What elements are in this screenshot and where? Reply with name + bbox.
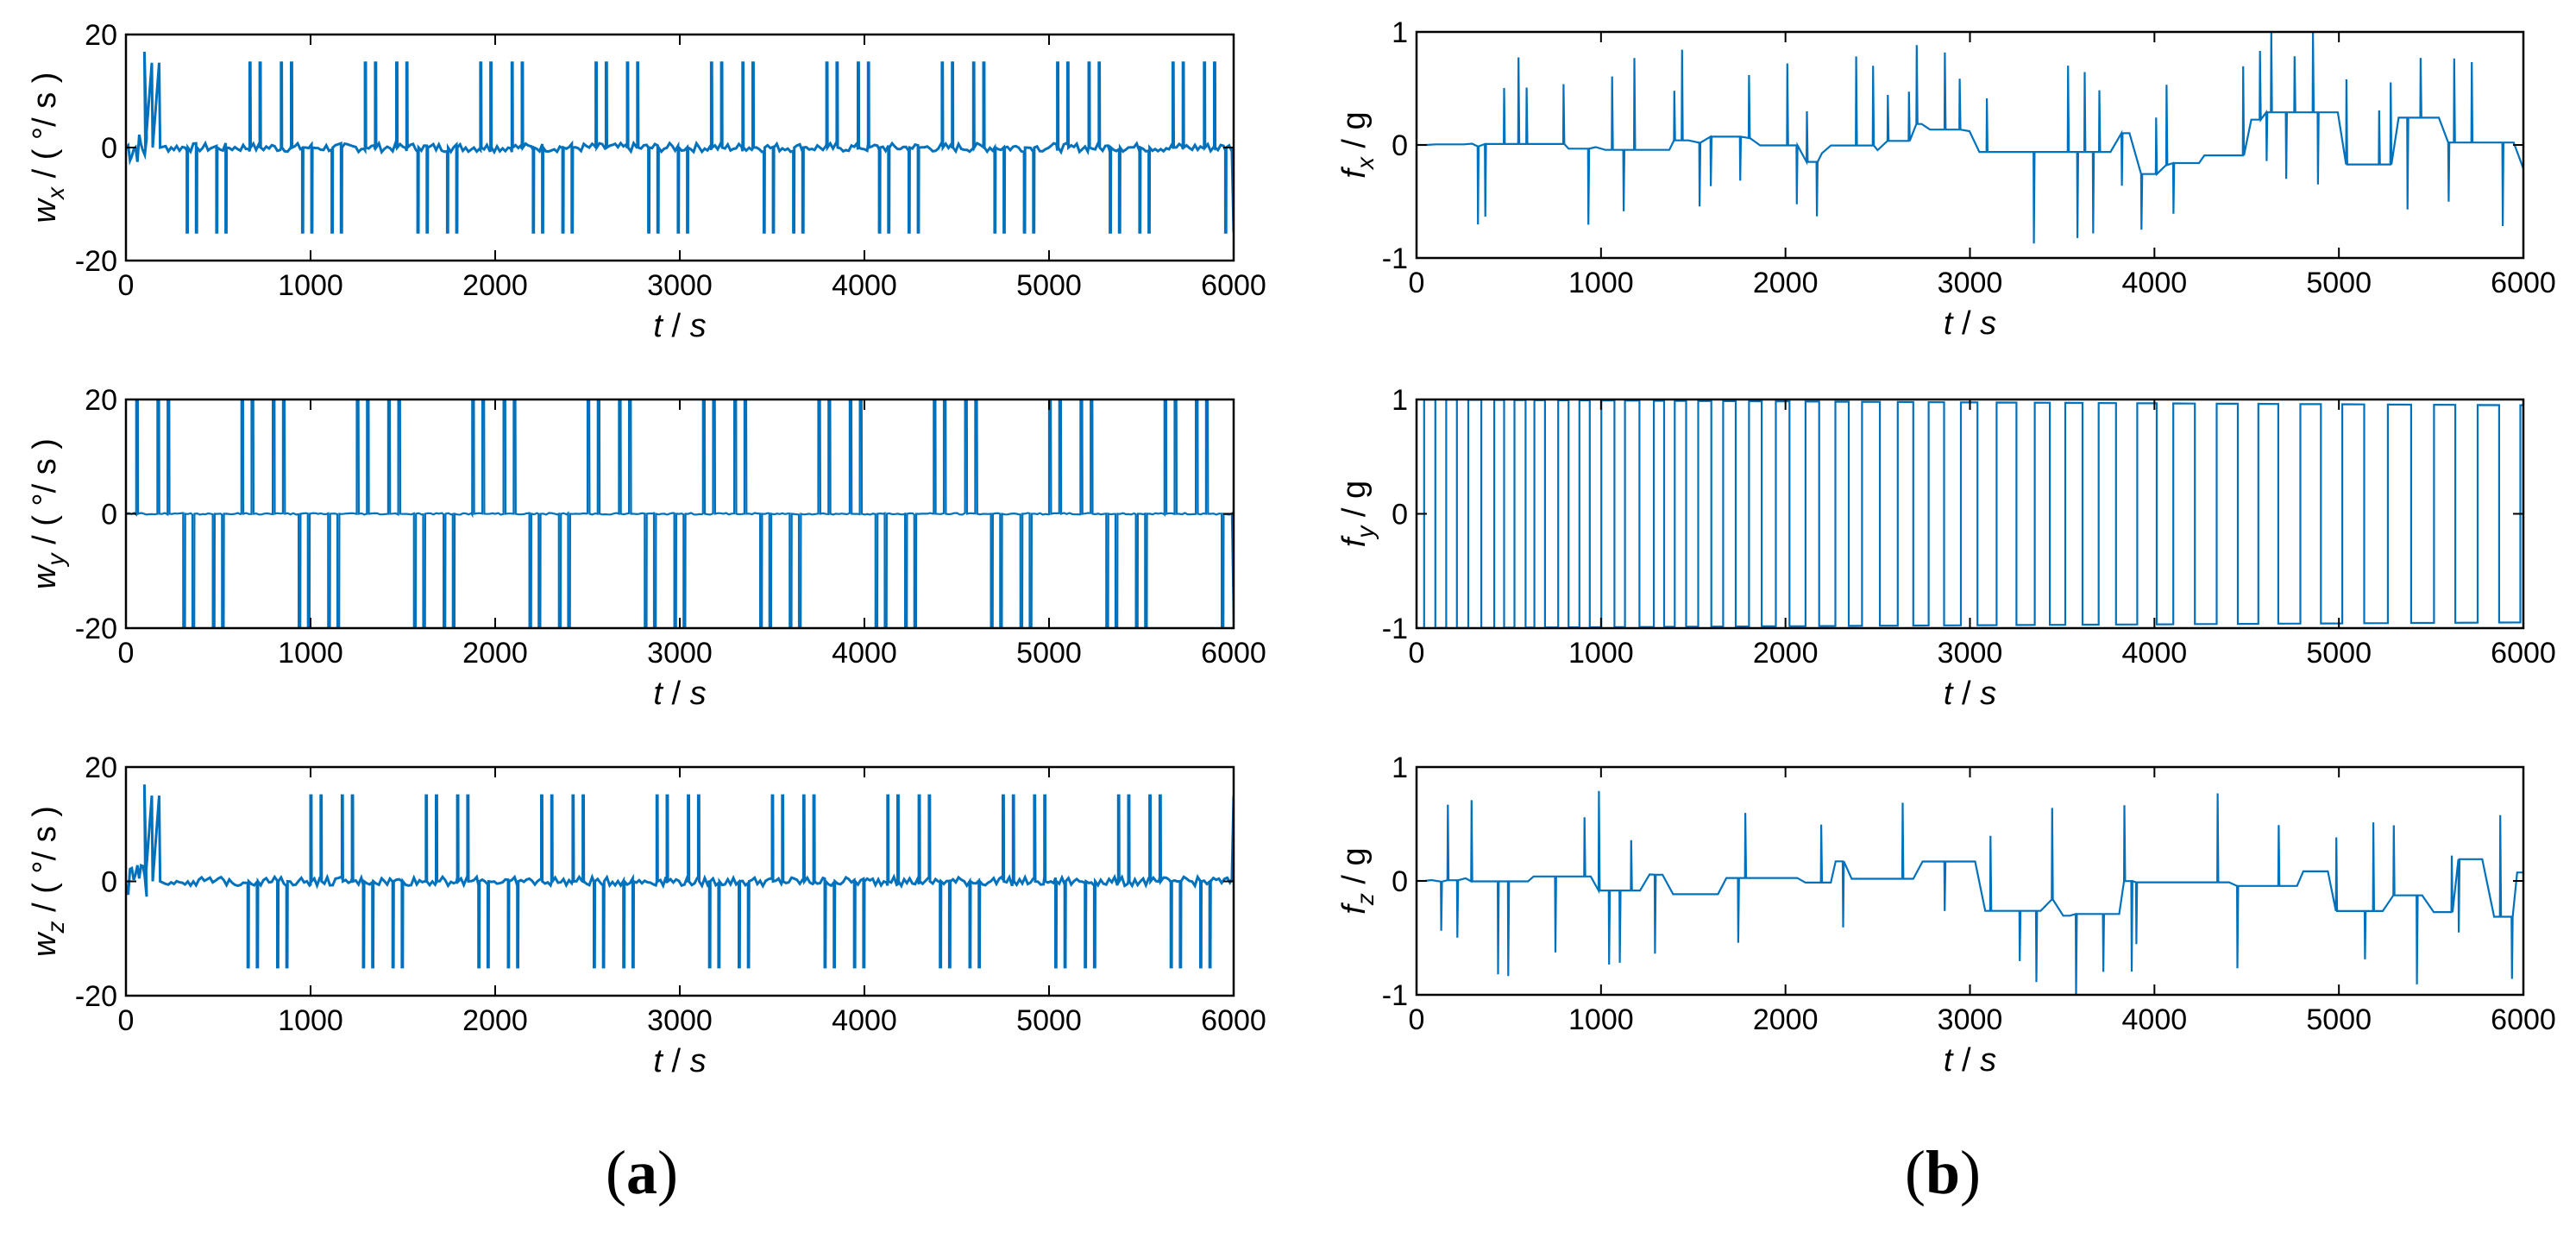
y-tick-label-wx: -20 (75, 245, 117, 278)
x-tick-label-fz: 5000 (2306, 1003, 2372, 1036)
axes-frame-fz (1415, 765, 2525, 997)
y-tick-label-wy: -20 (75, 613, 117, 645)
y-tick-label-fz: 1 (1392, 752, 1408, 784)
y-tick-label-fz: 0 (1392, 865, 1408, 898)
x-tick-label-wy: 2000 (462, 637, 528, 670)
x-tick-label-wx: 1000 (278, 269, 343, 302)
x-tick-label-wz: 2000 (462, 1004, 528, 1037)
x-tick-label-fz: 0 (1409, 1003, 1425, 1036)
x-tick-label-fx: 5000 (2306, 267, 2372, 299)
y-tick-label-wx: 20 (85, 19, 117, 52)
x-tick-label-wx: 4000 (832, 269, 897, 302)
x-tick-label-fz: 3000 (1938, 1003, 2003, 1036)
x-axis-label-wx: t / s (653, 308, 706, 344)
x-tick-label-fy: 4000 (2122, 637, 2188, 670)
x-axis-label-fy: t / s (1944, 676, 1996, 712)
y-axis-label-fz: fz / g (1336, 847, 1379, 914)
y-tick-label-fy: 1 (1392, 384, 1408, 417)
x-tick-label-wy: 0 (118, 637, 135, 670)
y-tick-label-wz: -20 (75, 980, 117, 1013)
x-tick-label-fz: 1000 (1568, 1003, 1634, 1036)
x-tick-label-fy: 3000 (1938, 637, 2003, 670)
series-line-fx (1417, 32, 2523, 244)
axes-frame-fy (1415, 398, 2525, 630)
x-tick-label-fz: 6000 (2491, 1003, 2556, 1036)
x-axis-label-wy: t / s (653, 676, 706, 712)
x-tick-label-fx: 0 (1409, 267, 1425, 299)
x-tick-label-wx: 0 (118, 269, 135, 302)
x-tick-label-fy: 0 (1409, 637, 1425, 670)
y-tick-label-fx: -1 (1382, 242, 1408, 275)
panel-caption-a: (a) (606, 1138, 678, 1207)
series-line-fy (1417, 399, 2523, 628)
x-tick-label-fz: 4000 (2122, 1003, 2188, 1036)
y-tick-label-fx: 0 (1392, 129, 1408, 162)
x-tick-label-fy: 2000 (1753, 637, 1819, 670)
series-line-wz (126, 784, 1234, 969)
y-axis-label-wx: wx / ( °/ s ) (27, 72, 69, 223)
y-tick-label-wy: 0 (101, 499, 117, 531)
y-tick-label-wy: 20 (85, 384, 117, 417)
x-tick-label-fx: 3000 (1938, 267, 2003, 299)
x-tick-label-fx: 4000 (2122, 267, 2188, 299)
x-tick-label-fy: 5000 (2306, 637, 2372, 670)
y-tick-label-fx: 1 (1392, 16, 1408, 49)
x-tick-label-fx: 2000 (1753, 267, 1819, 299)
y-tick-label-fz: -1 (1382, 979, 1408, 1012)
x-tick-label-fz: 2000 (1753, 1003, 1819, 1036)
x-tick-label-wz: 4000 (832, 1004, 897, 1037)
axes-frame-fx (1415, 30, 2525, 260)
x-tick-label-wz: 6000 (1201, 1004, 1266, 1037)
x-tick-label-wz: 3000 (647, 1004, 713, 1037)
y-tick-label-fy: 0 (1392, 499, 1408, 531)
x-tick-label-wx: 2000 (462, 269, 528, 302)
y-axis-label-wy: wy / ( °/ s ) (27, 438, 69, 589)
y-tick-label-fy: -1 (1382, 613, 1408, 645)
x-axis-label-fz: t / s (1944, 1042, 1996, 1079)
x-tick-label-fy: 1000 (1568, 637, 1634, 670)
y-tick-label-wx: 0 (101, 132, 117, 165)
y-axis-label-wz: wz / ( °/ s ) (27, 806, 69, 957)
x-tick-label-fy: 6000 (2491, 637, 2556, 670)
series-line-wx (126, 51, 1234, 234)
x-axis-label-fx: t / s (1944, 305, 1996, 342)
y-axis-label-fy: fy / g (1336, 481, 1379, 547)
x-tick-label-wy: 1000 (278, 637, 343, 670)
x-tick-label-wy: 3000 (647, 637, 713, 670)
y-tick-label-wz: 0 (101, 866, 117, 899)
panel-caption-b: (b) (1904, 1138, 1981, 1207)
x-tick-label-wy: 6000 (1201, 637, 1266, 670)
x-tick-label-wx: 6000 (1201, 269, 1266, 302)
x-tick-label-wy: 5000 (1016, 637, 1082, 670)
x-tick-label-fx: 1000 (1568, 267, 1634, 299)
x-tick-label-wy: 4000 (832, 637, 897, 670)
y-axis-label-fx: fx / g (1336, 111, 1379, 178)
x-axis-label-wz: t / s (653, 1043, 706, 1079)
series-line-fz (1417, 790, 2523, 995)
x-tick-label-wz: 0 (118, 1004, 135, 1037)
x-tick-label-wz: 1000 (278, 1004, 343, 1037)
series-line-wy (126, 399, 1234, 628)
x-tick-label-fx: 6000 (2491, 267, 2556, 299)
x-tick-label-wz: 5000 (1016, 1004, 1082, 1037)
y-tick-label-wz: 20 (85, 752, 117, 784)
x-tick-label-wx: 5000 (1016, 269, 1082, 302)
x-tick-label-wx: 3000 (647, 269, 713, 302)
